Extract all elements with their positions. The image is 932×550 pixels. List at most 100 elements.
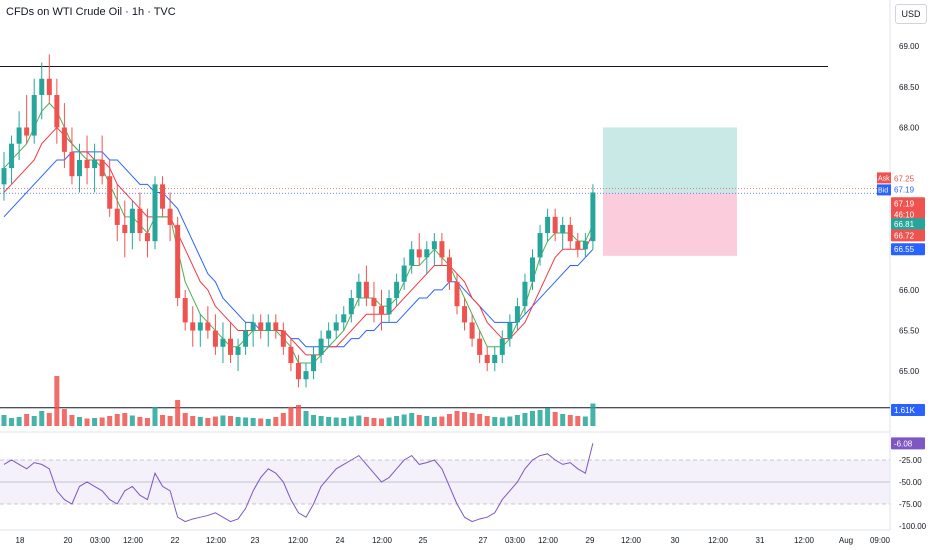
volume-bar	[356, 415, 362, 426]
candle-body	[492, 354, 498, 364]
rsi-value-tag: -6.08	[894, 439, 913, 448]
time-tick-label: 12:00	[794, 536, 815, 545]
candle-body	[431, 241, 437, 250]
volume-bar	[129, 415, 135, 426]
candle-body	[545, 216, 551, 234]
ema-fast-tag-bg	[891, 218, 925, 231]
volume-bar	[454, 411, 460, 426]
volume-bar	[401, 414, 407, 426]
candle-body	[84, 159, 90, 169]
volume-bar	[235, 417, 241, 426]
candle-body	[348, 298, 354, 315]
candle-body	[280, 330, 286, 347]
volume-bar	[333, 417, 339, 426]
candle-body	[24, 127, 30, 136]
volume-bar	[514, 415, 520, 426]
volume-bar	[9, 418, 15, 426]
candle-body	[160, 184, 166, 209]
volume-bar	[507, 416, 513, 426]
candle-body	[522, 281, 528, 307]
candle-body	[61, 127, 67, 152]
candle-body	[462, 306, 468, 323]
last-price-tag-bg	[891, 197, 925, 210]
volume-bar	[371, 418, 377, 426]
candle-body	[386, 298, 392, 315]
volume-bar	[190, 416, 196, 426]
price-tick-label: 65.50	[899, 327, 920, 336]
time-tick-label: 20	[64, 536, 73, 545]
volume-bar	[326, 417, 332, 426]
volume-bar	[77, 417, 82, 426]
rsi-value-tag-bg	[891, 437, 925, 450]
time-tick-label: 31	[756, 536, 765, 545]
candle-body	[567, 224, 573, 242]
volume-bar	[265, 419, 271, 426]
volume-bar	[311, 415, 317, 426]
target-zone	[603, 127, 737, 194]
volume-bar	[522, 413, 528, 426]
candle-body	[454, 281, 460, 307]
volume-bar	[182, 413, 188, 426]
volume-bar	[24, 414, 30, 426]
volume-bar	[575, 416, 581, 426]
candle-body	[401, 265, 407, 282]
volume-bar	[228, 416, 233, 426]
candle-body	[507, 322, 513, 339]
candle-body	[39, 78, 45, 95]
volume-bar	[107, 416, 113, 426]
volume-bar	[363, 417, 369, 426]
volume-bar	[348, 416, 354, 426]
candle-body	[31, 94, 37, 136]
volume-bar	[386, 417, 392, 426]
time-tick-label: 12:00	[538, 536, 559, 545]
volume-bar	[499, 417, 505, 426]
ema-slow-tag-bg	[891, 243, 925, 256]
volume-bar	[122, 413, 128, 426]
candle-body	[69, 151, 75, 177]
ask-label: Ask	[878, 175, 890, 182]
volume-bar	[39, 411, 45, 426]
volume-bar	[590, 403, 596, 426]
ema-fast-line	[3, 102, 594, 364]
time-tick-label: 30	[671, 536, 680, 545]
volume-bar	[439, 416, 445, 426]
candle-body	[92, 159, 98, 169]
volume-bar	[545, 408, 551, 426]
time-tick-label: 03:00	[505, 536, 526, 545]
candle-body	[499, 338, 505, 355]
candle-body	[137, 208, 143, 234]
volume-bar	[258, 418, 264, 426]
candle-body	[409, 249, 415, 266]
volume-bar	[567, 415, 573, 426]
candle-body	[190, 322, 196, 331]
volume-bar	[394, 416, 400, 426]
time-tick-label: Aug	[839, 536, 853, 545]
ema-mid-tag-bg	[891, 229, 925, 242]
volume-bar	[560, 414, 566, 426]
currency-button[interactable]: USD	[895, 4, 927, 24]
rsi-tick-label: -25.00	[899, 456, 922, 465]
candle-body	[54, 94, 60, 128]
volume-bar	[114, 414, 120, 426]
candle-body	[107, 176, 113, 209]
volume-bar	[46, 413, 52, 426]
volume-bar	[582, 416, 588, 426]
volume-bar	[167, 416, 173, 426]
candle-body	[530, 257, 535, 282]
price-tick-label: 68.00	[899, 123, 920, 132]
volume-bar	[303, 411, 309, 426]
candle-body	[575, 241, 581, 250]
candle-body	[152, 184, 158, 242]
candle-body	[590, 192, 596, 242]
volume-bar	[54, 376, 60, 426]
countdown-tag: 46:10	[894, 210, 915, 219]
candle-body	[1, 168, 7, 185]
volume-tag-bg	[891, 404, 925, 416]
time-tick-label: 29	[586, 536, 595, 545]
candle-body	[129, 208, 135, 234]
volume-bar	[469, 413, 475, 426]
candle-body	[514, 306, 520, 323]
volume-bar	[84, 418, 90, 426]
time-tick-label: 25	[419, 536, 428, 545]
